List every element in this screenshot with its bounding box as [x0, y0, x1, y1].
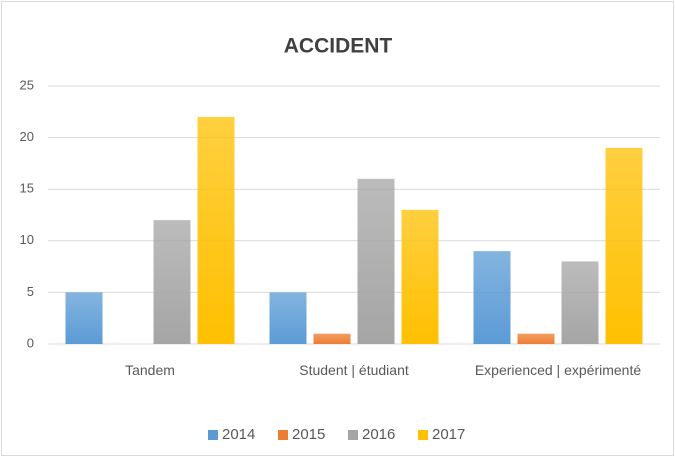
bar [153, 220, 191, 344]
legend-swatch [208, 430, 218, 440]
legend-swatch [278, 430, 288, 440]
bar [401, 209, 439, 344]
y-tick-label: 10 [20, 232, 34, 247]
y-tick-label: 0 [27, 335, 34, 350]
y-tick-label: 5 [27, 284, 34, 299]
x-tick-label: Student | étudiant [299, 362, 409, 378]
bar [269, 292, 307, 344]
bar [473, 251, 511, 344]
legend-label: 2016 [362, 426, 395, 443]
legend-swatch [418, 430, 428, 440]
bar [357, 178, 395, 344]
legend-label: 2015 [292, 426, 325, 443]
chart-title: ACCIDENT [284, 35, 393, 58]
bar [517, 333, 555, 344]
y-tick-label: 15 [20, 181, 34, 196]
bar [605, 147, 643, 344]
legend-swatch [348, 430, 358, 440]
y-tick-label: 20 [20, 129, 34, 144]
y-tick-label: 25 [20, 77, 34, 92]
legend-label: 2014 [222, 426, 255, 443]
bar [313, 333, 351, 344]
bar [197, 116, 235, 345]
bar [65, 292, 103, 344]
bar [561, 261, 599, 344]
x-tick-label: Experienced | expérimenté [474, 362, 642, 378]
x-tick-label: Tandem [125, 362, 175, 378]
legend-label: 2017 [432, 426, 465, 443]
